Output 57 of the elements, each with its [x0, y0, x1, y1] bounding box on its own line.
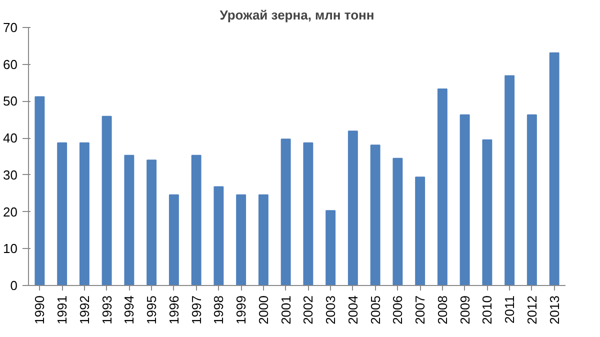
chart-title: Урожай зерна, млн тонн [220, 8, 374, 22]
y-tick-label: 0 [10, 278, 18, 293]
bar [370, 144, 380, 286]
bar [549, 52, 560, 286]
bar [214, 186, 224, 286]
bar [348, 130, 358, 286]
bar [236, 194, 246, 286]
x-tick-label: 1996 [166, 296, 182, 324]
x-tick-label: 2001 [278, 296, 294, 324]
bar [168, 194, 179, 286]
y-tick-label: 10 [3, 241, 18, 256]
x-tick-label: 2009 [457, 296, 472, 324]
x-tick-label: 2005 [368, 296, 383, 324]
bar [34, 96, 45, 286]
x-tick-label: 1990 [32, 296, 48, 324]
x-tick-label: 2006 [390, 296, 406, 324]
bar [280, 138, 291, 286]
bar [526, 114, 537, 286]
y-tick-label: 40 [3, 130, 18, 146]
y-tick-label: 50 [3, 94, 18, 109]
y-tick-label: 20 [3, 204, 18, 220]
bar [415, 176, 426, 286]
y-tick-label: 60 [3, 56, 18, 72]
bar [482, 139, 492, 286]
x-tick-label: 1993 [99, 296, 114, 324]
bar [460, 114, 470, 286]
x-tick-label: 2011 [502, 295, 518, 324]
x-tick-label: 1991 [54, 296, 70, 324]
bar [392, 158, 403, 286]
x-tick-label: 1995 [144, 296, 160, 324]
bar [146, 160, 157, 286]
x-tick-label: 1997 [188, 296, 204, 324]
y-tick-label: 70 [3, 20, 18, 35]
y-tick-label: 30 [3, 167, 18, 182]
x-tick-label: 2007 [412, 296, 428, 324]
x-tick-label: 2004 [345, 296, 360, 324]
bar [102, 116, 112, 286]
x-tick-label: 1999 [234, 296, 249, 324]
bar [57, 142, 68, 286]
x-tick-label: 2012 [524, 296, 540, 324]
bar [258, 194, 268, 286]
x-tick-label: 1998 [211, 296, 226, 324]
bar [124, 154, 134, 286]
x-tick-label: 2010 [480, 296, 495, 324]
x-tick-label: 2002 [300, 296, 316, 324]
x-tick-label: 2013 [546, 296, 562, 324]
bar [504, 75, 515, 286]
bar [326, 210, 336, 286]
x-tick-label: 2003 [323, 296, 338, 324]
bar [303, 142, 314, 286]
bar [191, 154, 202, 286]
x-tick-label: 2008 [434, 296, 450, 324]
x-tick-label: 2000 [256, 296, 271, 324]
x-tick-label: 1992 [76, 296, 92, 324]
x-tick-label: 1994 [122, 296, 137, 324]
bar [437, 88, 448, 286]
bar [79, 142, 90, 286]
